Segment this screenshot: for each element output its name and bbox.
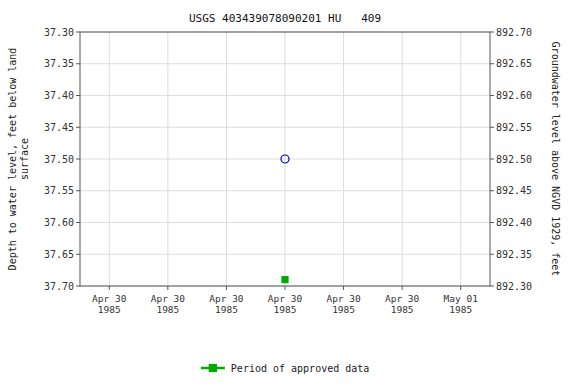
tick-label: 37.35	[44, 58, 74, 69]
tick-mark	[490, 190, 494, 191]
tick-mark	[490, 222, 494, 223]
title: USGS 403439078090201 HU 409	[189, 12, 381, 25]
tick-mark	[76, 127, 80, 128]
tick-mark	[490, 95, 494, 96]
x-axis: Apr 301985Apr 301985Apr 301985Apr 301985…	[92, 286, 478, 315]
tick-label: 37.65	[44, 249, 74, 260]
tick-label: 892.40	[496, 217, 532, 228]
tick-label: May 011985	[444, 293, 479, 315]
background	[0, 0, 576, 384]
grid-line	[167, 32, 168, 286]
text-line: 1985	[274, 304, 297, 315]
text-line: 1985	[449, 304, 472, 315]
text-line: Apr 30	[92, 293, 127, 304]
legend-label: Period of approved data	[231, 363, 369, 374]
tick-label: Apr 301985	[268, 293, 303, 315]
series	[282, 277, 288, 283]
text-line: Apr 30	[385, 293, 420, 304]
grid-line	[402, 32, 403, 286]
text-line: May 01	[444, 293, 479, 304]
tick-mark	[490, 32, 494, 33]
tick-label: 37.30	[44, 27, 74, 38]
tick-mark	[490, 286, 494, 287]
tick-label: 37.40	[44, 90, 74, 101]
tick-label: 892.60	[496, 90, 532, 101]
legend: Period of approved data	[201, 363, 369, 374]
tick-mark	[109, 286, 110, 290]
tick-label: 37.50	[44, 154, 74, 165]
tick-label: 892.30	[496, 281, 532, 292]
tick-label: 37.45	[44, 122, 74, 133]
text-line: 1985	[215, 304, 238, 315]
text-line: surface	[19, 138, 30, 180]
tick-label: Apr 301985	[209, 293, 244, 315]
text-line: Apr 30	[268, 293, 303, 304]
tick-label: Apr 301985	[151, 293, 186, 315]
tick-mark	[76, 286, 80, 287]
grid	[80, 32, 490, 286]
tick-mark	[490, 127, 494, 128]
tick-mark	[343, 286, 344, 290]
grid-line	[460, 32, 461, 286]
tick-label: 892.65	[496, 58, 532, 69]
tick-label: Apr 301985	[92, 293, 127, 315]
tick-mark	[285, 286, 286, 290]
legend-marker	[209, 365, 216, 372]
grid-line	[285, 32, 286, 286]
tick-label: Apr 301985	[385, 293, 420, 315]
text-line: Groundwater level above NGVD 1929, feet	[550, 42, 561, 277]
text-line: Apr 30	[151, 293, 186, 304]
tick-mark	[76, 95, 80, 96]
text-line: 1985	[156, 304, 179, 315]
tick-mark	[76, 222, 80, 223]
tick-label: 37.60	[44, 217, 74, 228]
chart: 37.30 37.35 37.40 37.45 37.50 37.55 37.60 37.65…	[0, 0, 576, 384]
axis-label: Groundwater level above NGVD 1929, feet	[550, 42, 561, 277]
tick-mark	[490, 254, 494, 255]
plot-frame	[80, 32, 490, 286]
marks	[281, 155, 289, 283]
tick-label: 892.50	[496, 154, 532, 165]
tick-mark	[76, 190, 80, 191]
tick-mark	[402, 286, 403, 290]
tick-mark	[76, 254, 80, 255]
tick-label: 892.45	[496, 185, 532, 196]
text-line: 1985	[391, 304, 414, 315]
y2-axis: 892.70 892.65 892.60 892.55 892.50 892.45 892.…	[490, 27, 561, 292]
tick-mark	[490, 159, 494, 160]
series	[281, 155, 289, 163]
tick-mark	[76, 159, 80, 160]
tick-mark	[490, 63, 494, 64]
grid-line	[109, 32, 110, 286]
text-line: Apr 30	[326, 293, 361, 304]
axis-label: Depth to water level, feet below landsur…	[7, 48, 30, 271]
tick-label: 892.35	[496, 249, 532, 260]
y-axis: 37.30 37.35 37.40 37.45 37.50 37.55 37.60 37.65…	[7, 27, 80, 292]
text-line: 1985	[98, 304, 121, 315]
tick-mark	[226, 286, 227, 290]
point	[282, 277, 288, 283]
text-line: Depth to water level, feet below land	[7, 48, 18, 271]
grid-line	[343, 32, 344, 286]
point	[281, 155, 289, 163]
text-line: 1985	[332, 304, 355, 315]
tick-mark	[76, 63, 80, 64]
tick-mark	[167, 286, 168, 290]
tick-label: 892.55	[496, 122, 532, 133]
tick-label: 37.55	[44, 185, 74, 196]
tick-label: Apr 301985	[326, 293, 361, 315]
grid-line	[226, 32, 227, 286]
tick-mark	[76, 32, 80, 33]
tick-mark	[460, 286, 461, 290]
text-line: Apr 30	[209, 293, 244, 304]
tick-label: 37.70	[44, 281, 74, 292]
tick-label: 892.70	[496, 27, 532, 38]
